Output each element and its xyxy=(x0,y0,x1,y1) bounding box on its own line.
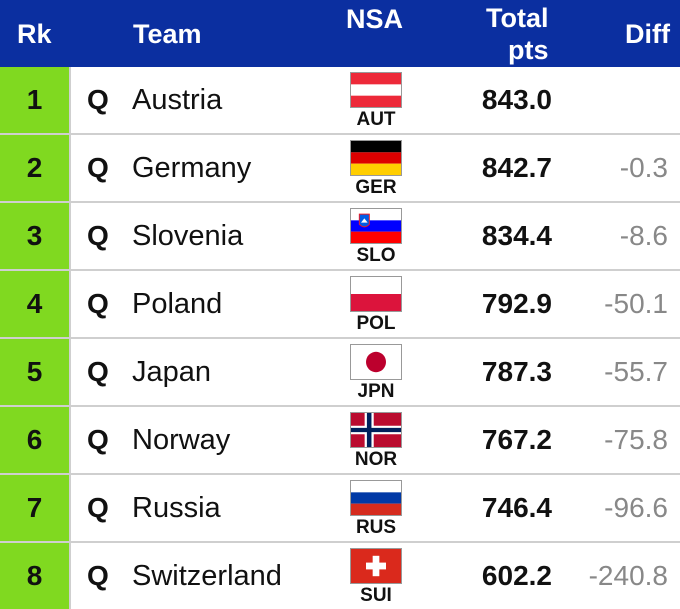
nsa-code: GER xyxy=(355,177,397,198)
qualified-marker: Q xyxy=(87,288,109,319)
nsa-code: RUS xyxy=(355,517,397,538)
poland-flag-icon xyxy=(350,276,402,312)
header-total[interactable]: Total xyxy=(486,3,549,33)
qualified-marker: Q xyxy=(87,152,109,183)
header-total-pts: pts xyxy=(508,35,549,65)
nsa-code: AUT xyxy=(356,109,396,130)
rank-cell: 4 xyxy=(0,271,71,337)
rank-cell: 1 xyxy=(0,67,71,133)
table-row[interactable]: 2 Q Germany GER 842.7 -0.3 xyxy=(0,135,680,203)
russia-flag-icon xyxy=(350,480,402,516)
norway-flag-icon xyxy=(350,412,402,448)
team-name: Germany xyxy=(132,151,252,184)
qualified-marker: Q xyxy=(87,356,109,387)
points-diff: -240.8 xyxy=(588,560,668,591)
total-points: 834.4 xyxy=(481,220,552,251)
rank-cell: 6 xyxy=(0,407,71,473)
rank-cell: 7 xyxy=(0,475,71,541)
japan-flag-icon xyxy=(350,344,402,380)
nsa-code: SLO xyxy=(356,245,396,266)
qualified-marker: Q xyxy=(87,560,109,591)
team-name: Poland xyxy=(132,287,223,320)
points-diff: -96.6 xyxy=(604,492,668,523)
points-diff: -55.7 xyxy=(604,356,668,387)
team-name: Japan xyxy=(132,355,212,388)
points-diff: -0.3 xyxy=(619,152,668,183)
points-diff: -8.6 xyxy=(619,220,668,251)
switzerland-flag-icon xyxy=(350,548,402,584)
germany-flag-icon xyxy=(350,140,402,176)
table-header: Rk Team NSA Total pts Diff xyxy=(0,0,680,67)
nsa-code: NOR xyxy=(354,449,398,470)
table-row[interactable]: 8 Q Switzerland SUI 602.2 -240.8 xyxy=(0,543,680,609)
slovenia-flag-icon xyxy=(350,208,402,244)
rank-cell: 3 xyxy=(0,203,71,269)
table-row[interactable]: 5 Q Japan JPN 787.3 -55.7 xyxy=(0,339,680,407)
table-row[interactable]: 3 Q Slovenia SLO 834.4 -8.6 xyxy=(0,203,680,271)
total-points: 843.0 xyxy=(481,84,552,115)
points-diff: -50.1 xyxy=(604,288,668,319)
total-points: 842.7 xyxy=(481,152,552,183)
header-rank[interactable]: Rk xyxy=(17,19,52,49)
austria-flag-icon xyxy=(350,72,402,108)
nsa-code: SUI xyxy=(360,585,392,606)
table-row[interactable]: 7 Q Russia RUS 746.4 -96.6 xyxy=(0,475,680,543)
team-name: Switzerland xyxy=(132,559,282,592)
rank-cell: 8 xyxy=(0,543,71,609)
qualified-marker: Q xyxy=(87,492,109,523)
total-points: 746.4 xyxy=(481,492,552,523)
table-row[interactable]: 1 Q Austria AUT 843.0 xyxy=(0,67,680,135)
qualified-marker: Q xyxy=(87,84,109,115)
total-points: 602.2 xyxy=(481,560,552,591)
team-name: Russia xyxy=(132,491,221,524)
qualified-marker: Q xyxy=(87,424,109,455)
total-points: 792.9 xyxy=(481,288,552,319)
table-row[interactable]: 4 Q Poland POL 792.9 -50.1 xyxy=(0,271,680,339)
team-name: Norway xyxy=(132,423,231,456)
header-diff[interactable]: Diff xyxy=(625,19,670,49)
header-nsa[interactable]: NSA xyxy=(346,4,404,34)
team-name: Austria xyxy=(132,83,223,116)
points-diff: -75.8 xyxy=(604,424,668,455)
table-row[interactable]: 6 Q Norway NOR 767.2 -75.8 xyxy=(0,407,680,475)
total-points: 767.2 xyxy=(481,424,552,455)
rank-cell: 2 xyxy=(0,135,71,201)
rank-cell: 5 xyxy=(0,339,71,405)
nsa-code: POL xyxy=(356,313,396,334)
total-points: 787.3 xyxy=(481,356,552,387)
qualified-marker: Q xyxy=(87,220,109,251)
nsa-code: JPN xyxy=(357,381,395,402)
header-team[interactable]: Team xyxy=(133,19,202,49)
team-name: Slovenia xyxy=(132,219,244,252)
